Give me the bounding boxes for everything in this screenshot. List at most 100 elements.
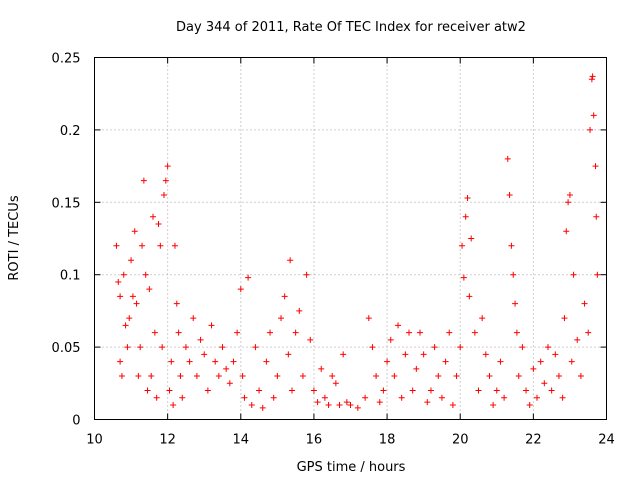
data-point <box>259 404 266 411</box>
data-point <box>332 380 339 387</box>
data-point <box>587 126 594 133</box>
data-point <box>391 373 398 380</box>
data-point <box>490 402 497 409</box>
data-point <box>287 257 294 264</box>
data-point <box>124 344 131 351</box>
data-point <box>155 221 162 228</box>
data-point <box>239 373 246 380</box>
data-point <box>219 344 226 351</box>
data-point <box>438 394 445 401</box>
data-point <box>296 307 303 314</box>
y-tick-label: 0.1 <box>60 269 81 284</box>
data-point <box>449 402 456 409</box>
data-point <box>424 399 431 406</box>
data-point <box>245 274 252 281</box>
data-point <box>288 387 295 394</box>
data-point <box>537 358 544 365</box>
y-tick-label: 0.25 <box>52 52 81 67</box>
data-point <box>482 351 489 358</box>
data-points <box>113 73 601 411</box>
data-point <box>497 358 504 365</box>
data-point <box>175 329 182 336</box>
x-tick-label: 22 <box>525 433 542 448</box>
data-point <box>376 399 383 406</box>
y-tick-label: 0.15 <box>52 196 81 211</box>
data-point <box>541 380 548 387</box>
data-point <box>406 329 413 336</box>
data-point <box>435 373 442 380</box>
data-point <box>120 271 127 278</box>
data-point <box>365 315 372 322</box>
data-point <box>117 293 124 300</box>
data-point <box>446 329 453 336</box>
data-point <box>501 394 508 401</box>
data-point <box>460 274 467 281</box>
data-point <box>139 242 146 249</box>
data-point <box>329 373 336 380</box>
y-tick-label: 0.2 <box>60 124 81 139</box>
data-point <box>186 358 193 365</box>
data-point <box>113 242 120 249</box>
data-point <box>171 242 178 249</box>
data-point <box>413 365 420 372</box>
data-point <box>241 394 248 401</box>
x-tick-label: 20 <box>452 433 469 448</box>
data-point <box>373 373 380 380</box>
x-tick-label: 24 <box>598 433 615 448</box>
data-point <box>128 257 135 264</box>
data-point <box>594 271 601 278</box>
data-point <box>281 293 288 300</box>
data-point <box>131 228 138 235</box>
data-point <box>140 177 147 184</box>
data-point <box>142 271 149 278</box>
data-point <box>157 242 164 249</box>
data-point <box>318 365 325 372</box>
data-point <box>117 358 124 365</box>
data-point <box>457 344 464 351</box>
data-point <box>442 358 449 365</box>
data-point <box>519 344 526 351</box>
data-point <box>561 315 568 322</box>
data-point <box>256 387 263 394</box>
data-point <box>164 163 171 170</box>
data-point <box>173 300 180 307</box>
data-point <box>384 358 391 365</box>
data-point <box>585 329 592 336</box>
data-point <box>278 315 285 322</box>
data-point <box>248 402 255 409</box>
data-point <box>563 228 570 235</box>
data-point <box>395 322 402 329</box>
data-point <box>162 177 169 184</box>
data-point <box>160 192 167 199</box>
data-point <box>398 394 405 401</box>
data-point <box>409 387 416 394</box>
data-point <box>263 358 270 365</box>
data-point <box>548 387 555 394</box>
data-point <box>115 278 122 285</box>
data-point <box>193 373 200 380</box>
data-point <box>566 192 573 199</box>
data-point <box>479 315 486 322</box>
data-point <box>493 387 500 394</box>
data-point <box>223 365 230 372</box>
data-point <box>523 387 530 394</box>
data-point <box>552 351 559 358</box>
data-point <box>129 293 136 300</box>
data-point <box>270 394 277 401</box>
data-point <box>420 351 427 358</box>
data-point <box>237 286 244 293</box>
y-tick-label: 0.05 <box>52 341 81 356</box>
data-point <box>197 336 204 343</box>
data-point <box>362 394 369 401</box>
x-tick-labels: 10 12 14 16 18 20 22 24 <box>86 433 615 448</box>
data-point <box>159 344 166 351</box>
data-point <box>506 192 513 199</box>
data-point <box>581 300 588 307</box>
data-point <box>153 394 160 401</box>
data-point <box>146 286 153 293</box>
data-point <box>144 387 151 394</box>
data-point <box>325 402 332 409</box>
data-point <box>321 394 328 401</box>
data-point <box>340 351 347 358</box>
chart-title: Day 344 of 2011, Rate Of TEC Index for r… <box>176 20 526 35</box>
